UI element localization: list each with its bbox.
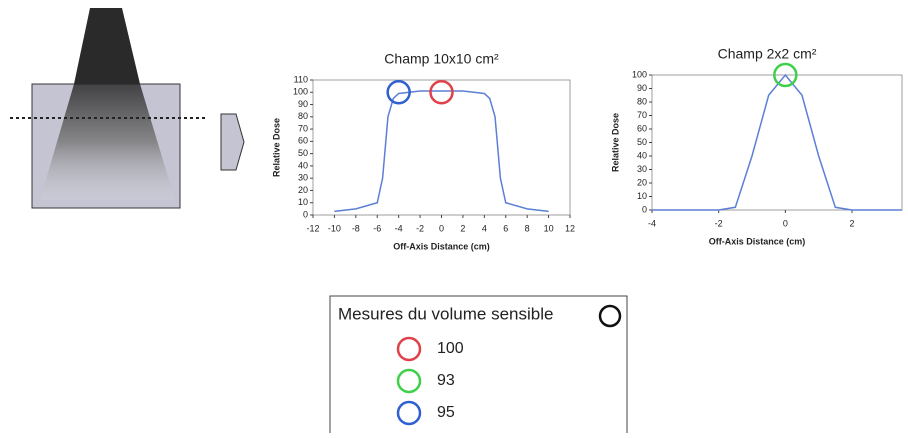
- y-tick-label: 10: [637, 191, 647, 201]
- y-tick-label: 0: [303, 209, 308, 219]
- y-tick-label: 30: [637, 164, 647, 174]
- x-tick-label: 0: [439, 223, 444, 233]
- x-axis-label: Off-Axis Distance (cm): [393, 241, 490, 251]
- y-tick-label: 50: [298, 148, 308, 158]
- y-tick-label: 70: [298, 123, 308, 133]
- legend-marker: [396, 400, 422, 426]
- y-tick-label: 40: [637, 150, 647, 160]
- y-tick-label: 100: [293, 87, 308, 97]
- legend-marker: [396, 336, 422, 362]
- plot-frame: [651, 74, 903, 211]
- x-tick-label: -6: [373, 223, 381, 233]
- y-axis-label: Relative Dose: [271, 118, 281, 177]
- y-tick-label: 100: [632, 69, 647, 79]
- detector: [220, 113, 245, 171]
- y-tick-label: 60: [298, 136, 308, 146]
- x-tick-label: 2: [460, 223, 465, 233]
- x-tick-label: 0: [783, 218, 788, 228]
- plot-frame: [312, 79, 571, 216]
- measure-marker: [773, 62, 798, 88]
- x-axis-label: Off-Axis Distance (cm): [709, 236, 806, 246]
- x-tick-label: -4: [395, 223, 403, 233]
- measure-marker: [429, 80, 454, 105]
- line-series: [652, 73, 902, 211]
- y-axis-label: Relative Dose: [610, 113, 620, 172]
- y-tick-label: 80: [637, 96, 647, 106]
- beam: [40, 84, 175, 200]
- legend-title-marker: [598, 304, 622, 328]
- y-tick-label: 40: [298, 160, 308, 170]
- y-tick-label: 70: [637, 110, 647, 120]
- x-tick-label: -2: [715, 218, 723, 228]
- legend-label: 95: [437, 404, 455, 421]
- x-tick-label: -12: [306, 223, 319, 233]
- y-tick-label: 80: [298, 111, 308, 121]
- legend-label: 100: [437, 340, 464, 357]
- y-tick-label: 50: [637, 137, 647, 147]
- legend-box: Mesures du volume sensible: [329, 295, 628, 438]
- beam-diagram: [10, 8, 245, 209]
- y-tick-label: 110: [294, 74, 308, 84]
- line-series: [334, 90, 549, 213]
- x-tick-label: -4: [648, 218, 656, 228]
- legend-frame: [329, 295, 628, 438]
- x-tick-label: -10: [328, 223, 341, 233]
- chart-title: Champ 2x2 cm²: [718, 46, 817, 62]
- y-tick-label: 20: [298, 185, 308, 195]
- x-tick-label: 4: [482, 223, 487, 233]
- x-tick-label: 8: [525, 223, 530, 233]
- y-tick-label: 60: [637, 123, 647, 133]
- y-tick-label: 20: [637, 177, 647, 187]
- legend-marker: [396, 368, 422, 394]
- measure-marker: [386, 80, 411, 105]
- x-tick-label: -2: [416, 223, 424, 233]
- y-tick-label: 10: [298, 197, 308, 207]
- x-tick-label: -8: [352, 223, 360, 233]
- x-tick-label: 6: [503, 223, 508, 233]
- y-tick-label: 90: [637, 83, 647, 93]
- y-tick-label: 0: [642, 204, 647, 214]
- legend-title: Mesures du volume sensible: [338, 304, 553, 323]
- y-tick-label: 90: [298, 99, 308, 109]
- chart-title: Champ 10x10 cm²: [384, 51, 499, 67]
- x-tick-label: 10: [544, 223, 554, 233]
- y-tick-label: 30: [298, 173, 308, 183]
- x-tick-label: 2: [849, 218, 854, 228]
- legend-label: 93: [437, 372, 455, 389]
- beam-head: [74, 8, 140, 84]
- x-tick-label: 12: [565, 223, 575, 233]
